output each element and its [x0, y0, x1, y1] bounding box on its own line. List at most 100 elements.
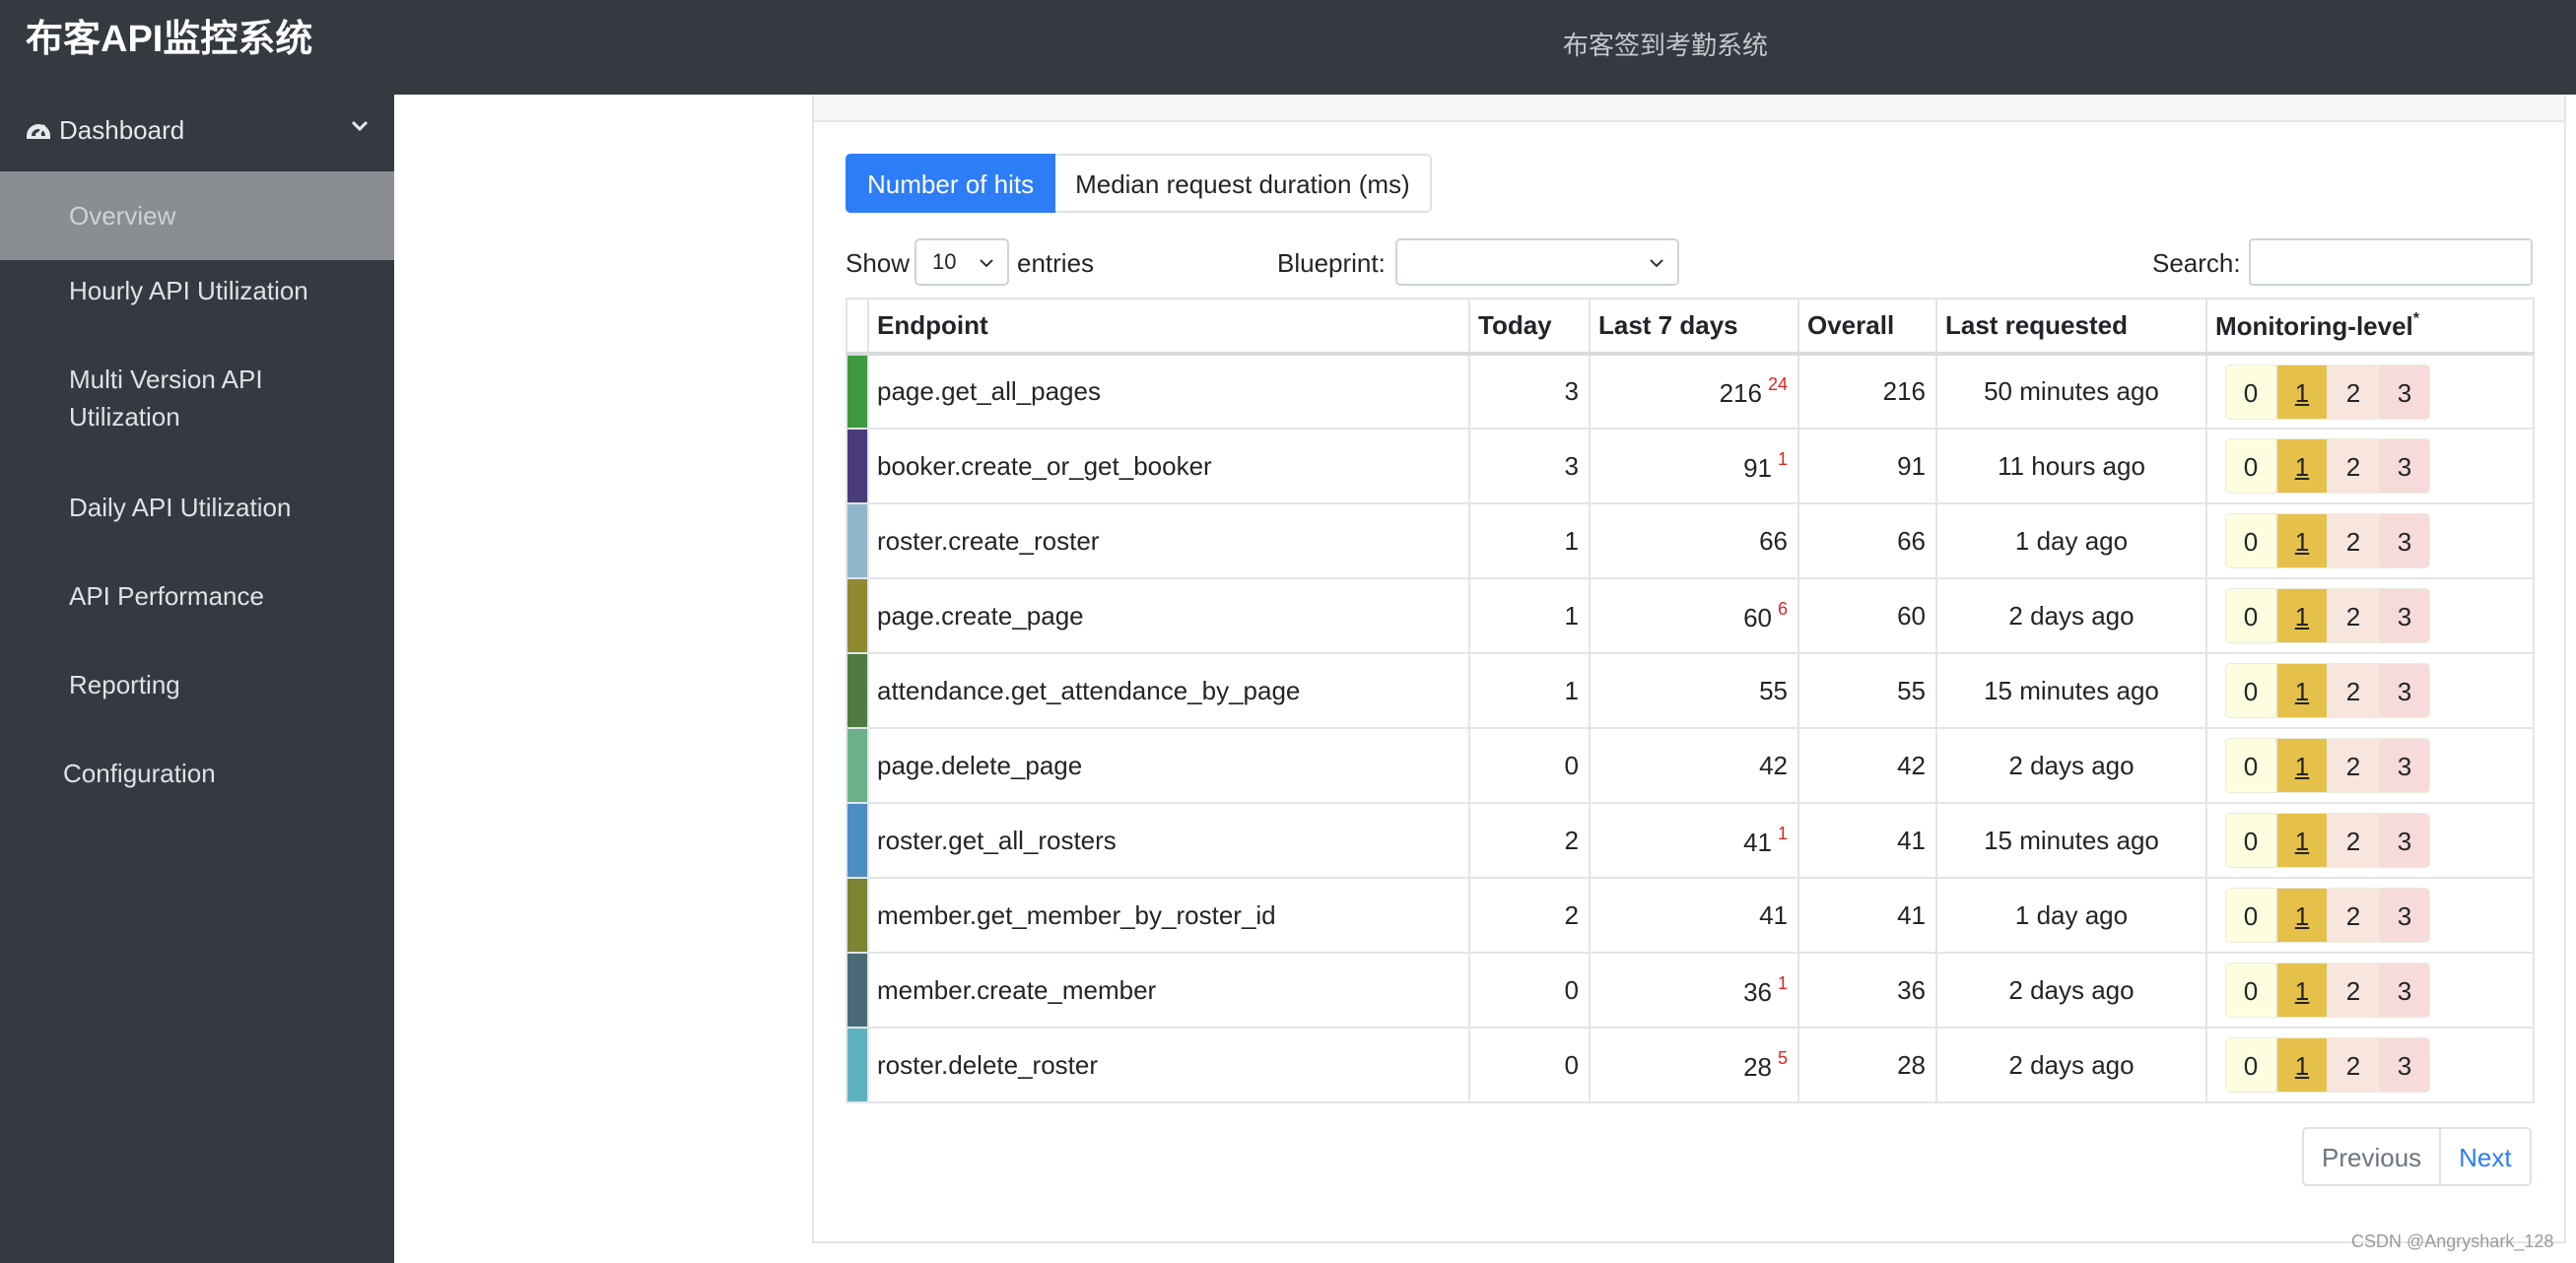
overall-count: 36 [1797, 952, 1937, 1029]
monitoring-level-3-button[interactable]: 3 [2379, 588, 2430, 643]
endpoint-name[interactable]: page.create_page [867, 577, 1470, 654]
monitoring-level-1-button[interactable]: 1 [2276, 364, 2328, 420]
monitoring-level-2-button[interactable]: 2 [2328, 513, 2379, 568]
monitoring-level-1-button[interactable]: 1 [2276, 438, 2328, 494]
monitoring-level-2-button[interactable]: 2 [2328, 813, 2379, 868]
table-row: page.delete_page 0 42 42 2 days ago 0 1 2 3 [846, 727, 2535, 804]
monitoring-level-2-button[interactable]: 2 [2328, 963, 2379, 1018]
last-7-days-count: 216 [1719, 378, 1762, 408]
previous-button[interactable]: Previous [2302, 1127, 2442, 1186]
endpoint-color-swatch [846, 877, 869, 954]
endpoint-name[interactable]: roster.delete_roster [867, 1027, 1470, 1103]
monitoring-level-header[interactable]: Monitoring-level* [2205, 298, 2535, 356]
monitoring-level-3-button[interactable]: 3 [2379, 663, 2430, 718]
monitoring-level-3-button[interactable]: 3 [2379, 888, 2430, 943]
endpoint-name[interactable]: page.delete_page [867, 727, 1470, 804]
endpoint-name[interactable]: roster.get_all_rosters [867, 802, 1470, 879]
last-requested-header[interactable]: Last requested [1935, 298, 2207, 356]
tachometer-icon [27, 124, 50, 139]
chevron-down-icon [1650, 259, 1663, 268]
metric-tabs: Number of hits Median request duration (… [846, 154, 1432, 213]
monitoring-level-3-button[interactable]: 3 [2379, 1037, 2430, 1093]
sidebar-item-hourly-api-utilization[interactable]: Hourly API Utilization [0, 260, 394, 349]
monitoring-level-2-button[interactable]: 2 [2328, 1037, 2379, 1093]
monitoring-level-3-button[interactable]: 3 [2379, 438, 2430, 494]
next-button[interactable]: Next [2441, 1127, 2532, 1186]
sidebar-item-configuration[interactable]: Configuration [0, 755, 394, 824]
sidebar-item-overview[interactable]: Overview [0, 171, 394, 260]
monitoring-level-3-button[interactable]: 3 [2379, 513, 2430, 568]
endpoint-color-swatch [846, 802, 869, 879]
monitoring-level-3-button[interactable]: 3 [2379, 813, 2430, 868]
sidebar-item-daily-api-utilization[interactable]: Daily API Utilization [0, 489, 394, 558]
monitoring-level-1-button[interactable]: 1 [2276, 1037, 2328, 1093]
endpoints-table: Endpoint Today Last 7 days Overall Last … [846, 298, 2535, 1103]
monitoring-level-2-button[interactable]: 2 [2328, 663, 2379, 718]
monitoring-level-1-button[interactable]: 1 [2276, 588, 2328, 643]
last-7-days-cell: 36 1 [1589, 952, 1799, 1029]
monitoring-level-3-button[interactable]: 3 [2379, 963, 2430, 1018]
app-brand[interactable]: 布客API监控系统 [26, 19, 313, 60]
today-count: 1 [1468, 502, 1591, 579]
search-input[interactable] [2249, 238, 2533, 286]
last-7-days-delta: 1 [1777, 972, 1788, 993]
monitoring-level-2-button[interactable]: 2 [2328, 588, 2379, 643]
monitoring-level-0-button[interactable]: 0 [2225, 888, 2276, 943]
last-7-days-count: 28 [1743, 1051, 1772, 1082]
monitoring-level-1-button[interactable]: 1 [2276, 513, 2328, 568]
monitoring-level-1-button[interactable]: 1 [2276, 813, 2328, 868]
monitoring-level-1-button[interactable]: 1 [2276, 888, 2328, 943]
today-count: 1 [1468, 652, 1591, 729]
entries-select[interactable]: 10 [915, 238, 1009, 286]
endpoint-name[interactable]: roster.create_roster [867, 502, 1470, 579]
monitoring-level-1-button[interactable]: 1 [2276, 663, 2328, 718]
endpoint-color-swatch [846, 652, 869, 729]
last-7-days-header[interactable]: Last 7 days [1589, 298, 1799, 356]
endpoint-header[interactable]: Endpoint [867, 298, 1470, 356]
last-7-days-cell: 28 5 [1589, 1027, 1799, 1103]
sidebar: Dashboard Overview Hourly API Utilizatio… [0, 95, 394, 1263]
monitoring-level-0-button[interactable]: 0 [2225, 438, 2276, 494]
monitoring-level-2-button[interactable]: 2 [2328, 738, 2379, 793]
monitoring-level-2-button[interactable]: 2 [2328, 888, 2379, 943]
tab-median-request-duration[interactable]: Median request duration (ms) [1055, 154, 1432, 213]
last-7-days-delta: 1 [1777, 823, 1788, 843]
overall-count: 91 [1797, 428, 1937, 504]
monitoring-level-0-button[interactable]: 0 [2225, 663, 2276, 718]
endpoint-name[interactable]: page.get_all_pages [867, 353, 1470, 430]
sidebar-dashboard-toggle[interactable]: Dashboard [0, 95, 394, 171]
overall-count: 41 [1797, 877, 1937, 954]
overall-count: 66 [1797, 502, 1937, 579]
monitoring-level-0-button[interactable]: 0 [2225, 738, 2276, 793]
today-header[interactable]: Today [1468, 298, 1591, 356]
tab-number-of-hits[interactable]: Number of hits [846, 154, 1056, 213]
endpoint-name[interactable]: booker.create_or_get_booker [867, 428, 1470, 504]
monitoring-level-0-button[interactable]: 0 [2225, 513, 2276, 568]
monitoring-level-0-button[interactable]: 0 [2225, 588, 2276, 643]
monitoring-level-0-button[interactable]: 0 [2225, 963, 2276, 1018]
monitoring-level-2-button[interactable]: 2 [2328, 438, 2379, 494]
table-row: roster.create_roster 1 66 66 1 day ago 0 1 2 3 [846, 502, 2535, 579]
endpoint-name[interactable]: member.get_member_by_roster_id [867, 877, 1470, 954]
monitoring-level-3-button[interactable]: 3 [2379, 364, 2430, 420]
last-requested-time: 1 day ago [1935, 502, 2207, 579]
endpoint-name[interactable]: member.create_member [867, 952, 1470, 1029]
sidebar-item-reporting[interactable]: Reporting [0, 666, 394, 735]
overall-header[interactable]: Overall [1797, 298, 1937, 356]
monitoring-level-1-button[interactable]: 1 [2276, 738, 2328, 793]
monitoring-level-0-button[interactable]: 0 [2225, 1037, 2276, 1093]
endpoint-name[interactable]: attendance.get_attendance_by_page [867, 652, 1470, 729]
endpoint-color-swatch [846, 502, 869, 579]
monitoring-level-0-button[interactable]: 0 [2225, 364, 2276, 420]
sidebar-item-api-performance[interactable]: API Performance [0, 577, 394, 646]
watermark: CSDN @Angryshark_128 [2351, 1231, 2554, 1251]
sidebar-item-multi-version-api-utilization[interactable]: Multi Version API Utilization [0, 361, 394, 449]
blueprint-select[interactable] [1395, 238, 1679, 286]
last-7-days-cell: 41 1 [1589, 802, 1799, 879]
monitoring-level-0-button[interactable]: 0 [2225, 813, 2276, 868]
monitoring-level-3-button[interactable]: 3 [2379, 738, 2430, 793]
monitoring-level-2-button[interactable]: 2 [2328, 364, 2379, 420]
monitoring-level-1-button[interactable]: 1 [2276, 963, 2328, 1018]
